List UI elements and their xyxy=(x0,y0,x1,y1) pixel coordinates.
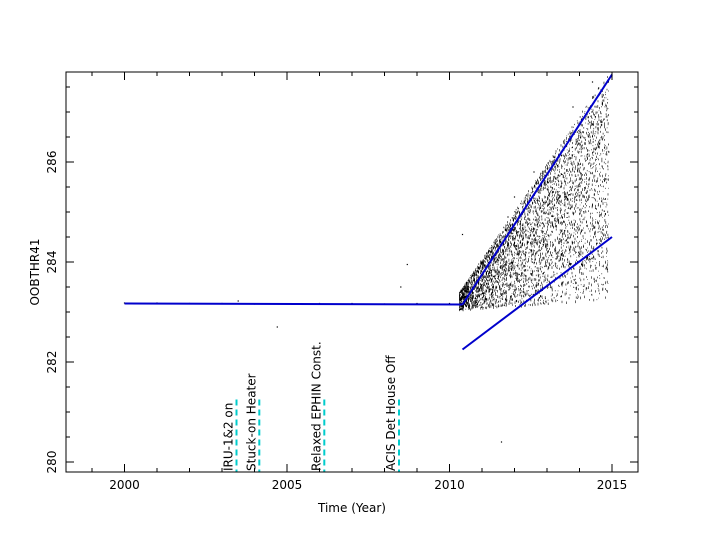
event-label-1: Stuck-on Heater xyxy=(244,373,258,471)
trend-line-2 xyxy=(461,73,613,306)
data-point-0-20 xyxy=(500,441,503,443)
data-point-0-18 xyxy=(487,256,490,258)
data-point-0-11 xyxy=(400,286,402,288)
data-point-0-26 xyxy=(552,156,555,158)
event-label-0: IRU-1&2 on xyxy=(222,403,236,471)
ticks-layer: 2000 2005 2010 2015 280 282 284 286 xyxy=(45,72,638,492)
event-label-2: Relaxed EPHIN Const. xyxy=(309,341,323,471)
data-point-0-27 xyxy=(562,176,564,178)
data-point-0-19 xyxy=(497,271,499,273)
x-tick-label-2000: 2000 xyxy=(109,478,140,492)
series-layer xyxy=(123,73,613,443)
data-point-0-23 xyxy=(523,231,525,233)
event-label-3: ACIS Det House Off xyxy=(384,355,398,471)
data-point-0-22 xyxy=(513,196,516,198)
x-tick-label-2005: 2005 xyxy=(272,478,303,492)
data-point-0-31 xyxy=(601,96,603,98)
data-point-0-12 xyxy=(406,263,408,266)
data-point-0-17 xyxy=(478,281,480,283)
x-tick-label-2015: 2015 xyxy=(597,478,628,492)
data-point-0-30 xyxy=(591,81,594,83)
y-tick-label-284: 284 xyxy=(45,251,59,274)
data-point-0-21 xyxy=(507,216,509,218)
y-axis-title: OOBTHR41 xyxy=(28,238,42,305)
data-point-0-16 xyxy=(468,291,470,293)
y-tick-label-280: 280 xyxy=(45,451,59,474)
data-point-0-24 xyxy=(533,171,535,173)
data-point-0-4 xyxy=(237,300,239,302)
data-point-0-15 xyxy=(461,233,464,236)
data-point-0-25 xyxy=(543,241,545,243)
data-point-0-6 xyxy=(276,326,278,328)
data-point-0-32 xyxy=(608,151,610,153)
data-point-0-0 xyxy=(123,302,126,304)
y-tick-label-286: 286 xyxy=(45,151,59,174)
data-point-0-29 xyxy=(582,131,584,133)
trend-line-3 xyxy=(461,236,613,351)
x-tick-label-2010: 2010 xyxy=(434,478,465,492)
data-point-0-28 xyxy=(572,106,574,108)
annotation-layer: IRU-1&2 on Stuck-on Heater Relaxed EPHIN C… xyxy=(222,341,400,472)
x-axis-title: Time (Year) xyxy=(317,501,386,515)
trend-line-1 xyxy=(124,302,463,306)
y-tick-label-282: 282 xyxy=(45,351,59,374)
